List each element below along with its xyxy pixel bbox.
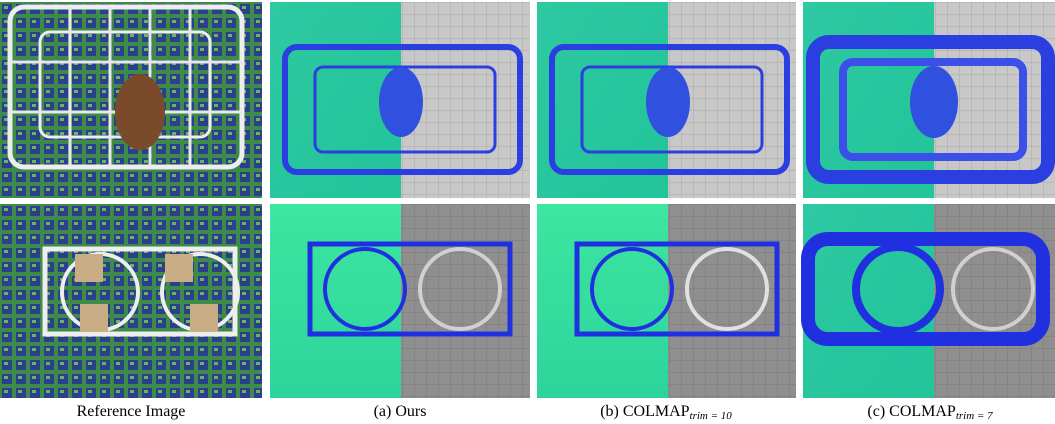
colmap7-top — [803, 2, 1055, 198]
colmap10-top — [537, 2, 796, 198]
caption-subscript: trim = 10 — [690, 410, 733, 422]
caption-subscript: trim = 7 — [956, 410, 993, 422]
page: {"figure": {"captions": [ {"text": "Refe… — [0, 0, 1055, 424]
ours-bottom — [270, 204, 530, 398]
reference-bottom — [0, 204, 262, 398]
caption: Reference Image — [77, 403, 186, 420]
ours-top — [270, 2, 530, 198]
caption-text: (b) COLMAP — [600, 403, 689, 420]
caption: (c) COLMAPtrim = 7 — [867, 403, 993, 422]
figure: Reference Image (a) Ours (b) COLMAPtrim … — [0, 0, 1055, 424]
caption: (a) Ours — [374, 403, 427, 420]
caption: (b) COLMAPtrim = 10 — [600, 403, 732, 422]
caption-text: (c) COLMAP — [867, 403, 956, 420]
caption-text: Reference Image — [77, 403, 186, 420]
caption-text: (a) Ours — [374, 403, 427, 420]
reference-top — [0, 2, 262, 198]
colmap10-bottom — [537, 204, 796, 398]
colmap7-bottom — [803, 204, 1055, 398]
